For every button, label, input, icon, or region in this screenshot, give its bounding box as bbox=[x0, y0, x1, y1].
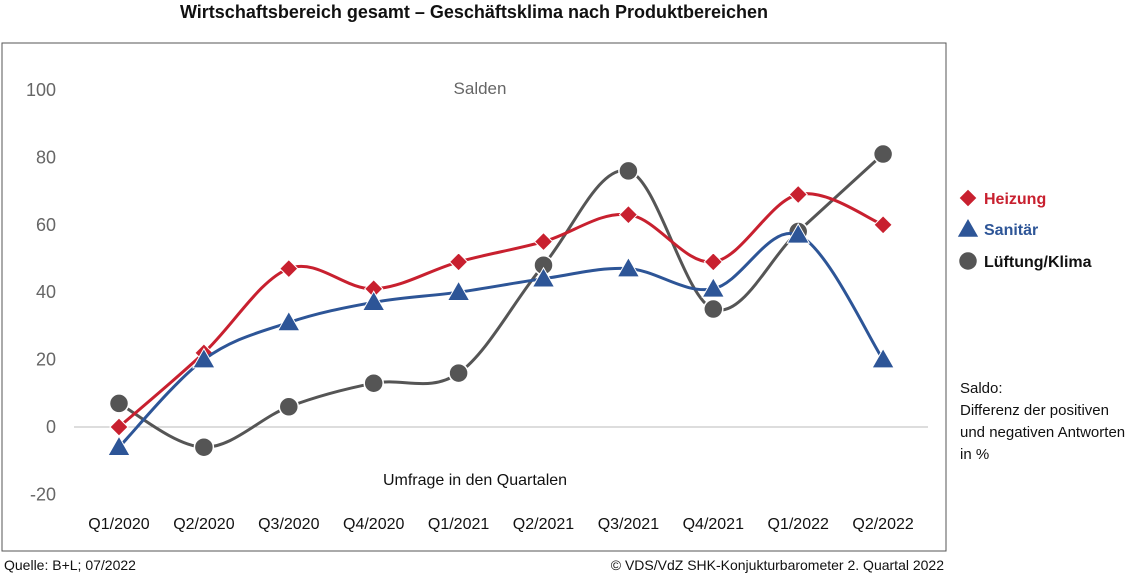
data-point-l-ftung-klima bbox=[363, 372, 384, 394]
data-point-sanit-r bbox=[786, 222, 811, 244]
data-point-sanit-r bbox=[276, 310, 301, 332]
data-point-sanit-r bbox=[531, 266, 556, 288]
data-point-sanit-r bbox=[871, 347, 895, 369]
y-tick-label: 80 bbox=[36, 147, 56, 167]
legend-label: Sanitär bbox=[984, 222, 1038, 239]
x-tick-label: Q3/2021 bbox=[598, 516, 659, 533]
data-point-sanit-r bbox=[192, 347, 216, 369]
data-point-sanit-r bbox=[701, 276, 726, 298]
data-point-sanit-r bbox=[616, 256, 641, 278]
data-point-sanit-r bbox=[107, 435, 131, 456]
x-axis-label: Umfrage in den Quartalen bbox=[383, 472, 567, 489]
legend-marker-sanit-r bbox=[956, 216, 980, 238]
data-point-l-ftung-klima bbox=[448, 362, 469, 384]
series-layer bbox=[107, 143, 895, 458]
x-tick-label: Q2/2022 bbox=[852, 516, 913, 533]
data-point-heizung bbox=[448, 252, 469, 272]
x-tick-label: Q2/2020 bbox=[173, 516, 234, 533]
data-point-l-ftung-klima bbox=[872, 143, 894, 165]
note-line: Saldo: bbox=[960, 380, 1003, 397]
x-tick-label: Q1/2020 bbox=[88, 516, 149, 533]
y-tick-label: 40 bbox=[36, 282, 56, 302]
data-point-heizung bbox=[618, 204, 639, 225]
y-tick-label: 0 bbox=[46, 417, 56, 437]
data-point-sanit-r bbox=[361, 290, 386, 312]
data-point-heizung bbox=[703, 252, 724, 272]
y-tick-label: 20 bbox=[36, 350, 56, 370]
data-point-l-ftung-klima bbox=[618, 160, 639, 182]
legend-label: Heizung bbox=[984, 191, 1046, 208]
data-point-heizung bbox=[788, 184, 808, 205]
chart-title: Wirtschaftsbereich gesamt – Geschäftskli… bbox=[180, 2, 768, 22]
legend-marker-heizung bbox=[958, 188, 978, 208]
y-tick-label: 100 bbox=[26, 80, 56, 100]
x-tick-label: Q4/2020 bbox=[343, 516, 404, 533]
y-axis-ticks: 100 80 60 40 20 0 -20 bbox=[26, 80, 56, 504]
x-tick-label: Q1/2021 bbox=[428, 516, 489, 533]
legend-label: Lüftung/Klima bbox=[984, 254, 1092, 271]
note-line: Differenz der positiven bbox=[960, 402, 1109, 419]
x-tick-label: Q3/2020 bbox=[258, 516, 319, 533]
note-line: und negativen Antworten bbox=[960, 424, 1125, 441]
data-point-heizung bbox=[873, 215, 893, 235]
x-tick-label: Q2/2021 bbox=[513, 516, 574, 533]
plot-frame bbox=[1, 42, 947, 552]
data-point-heizung bbox=[533, 231, 554, 252]
x-tick-label: Q1/2022 bbox=[768, 516, 829, 533]
data-point-l-ftung-klima bbox=[108, 393, 130, 414]
source-text: Quelle: B+L; 07/2022 bbox=[4, 557, 136, 573]
legend: Heizung Sanitär Lüftung/Klima bbox=[956, 188, 1092, 272]
data-point-heizung bbox=[279, 258, 299, 279]
data-point-l-ftung-klima bbox=[278, 396, 300, 418]
data-point-l-ftung-klima bbox=[703, 298, 724, 320]
x-axis-ticks: Q1/2020 Q2/2020 Q3/2020 Q4/2020 Q1/2021 Q2/20… bbox=[88, 516, 914, 533]
legend-marker-l-ftung-klima bbox=[957, 250, 979, 272]
y-tick-label: -20 bbox=[30, 484, 56, 504]
copyright-text: © VDS/VdZ SHK-Konjukturbarometer 2. Quar… bbox=[611, 557, 944, 573]
y-tick-label: 60 bbox=[36, 215, 56, 235]
chart-annotation: Salden bbox=[454, 79, 507, 98]
data-point-l-ftung-klima bbox=[193, 436, 215, 458]
x-tick-label: Q4/2021 bbox=[683, 516, 744, 533]
series-line-sanit-r bbox=[117, 231, 885, 449]
note-line: in % bbox=[960, 446, 989, 463]
saldo-note: Saldo: Differenz der positiven und negativ… bbox=[960, 380, 1125, 463]
series-line-heizung bbox=[118, 192, 884, 429]
data-point-sanit-r bbox=[446, 280, 471, 301]
